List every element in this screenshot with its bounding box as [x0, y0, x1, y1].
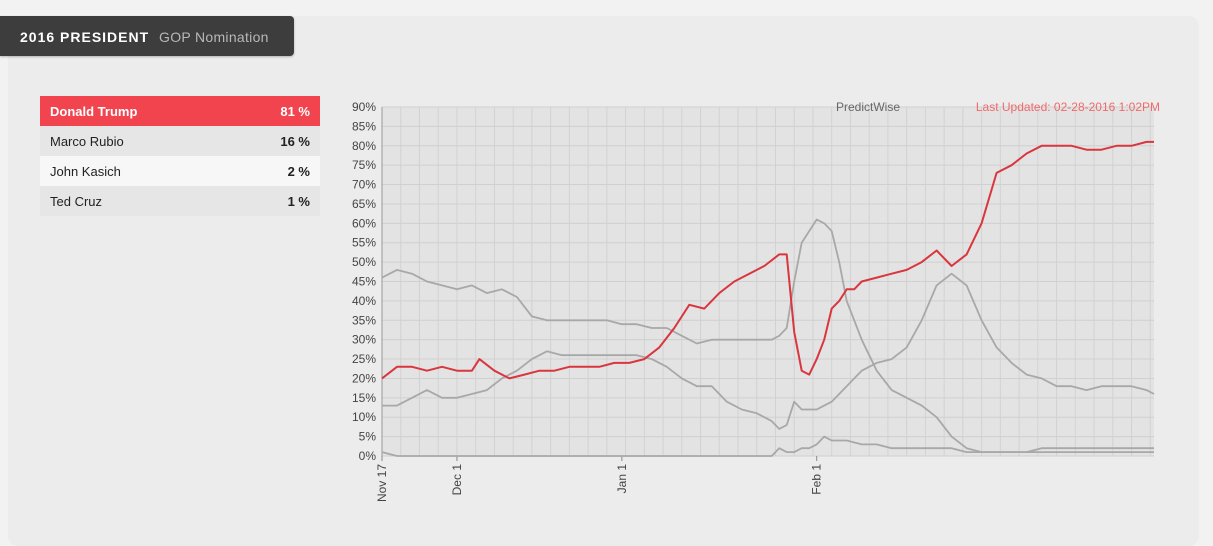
grid-lines: [381, 106, 1154, 457]
y-tick-label: 60%: [352, 216, 376, 230]
y-tick-label: 65%: [352, 197, 376, 211]
candidate-percent: 16 %: [280, 133, 310, 149]
series-line-john-kasich: [381, 435, 1154, 457]
y-tick-label: 15%: [352, 391, 376, 405]
candidate-name: John Kasich: [50, 163, 121, 179]
x-tick-label: Jan 1: [615, 464, 629, 494]
candidate-row-trump[interactable]: Donald Trump 81 %: [40, 96, 320, 126]
candidate-row-kasich[interactable]: John Kasich 2 %: [40, 156, 320, 186]
series-line-marco-rubio: [382, 272, 1155, 430]
y-tick-label: 90%: [352, 100, 376, 114]
x-tick-label: Dec 1: [450, 464, 464, 496]
x-axis: Nov 17 Dec 1 Jan 1 Feb 1: [375, 456, 824, 502]
candidate-row-cruz[interactable]: Ted Cruz 1 %: [40, 186, 320, 216]
y-tick-label: 5%: [359, 430, 377, 444]
y-tick-label: 30%: [352, 333, 376, 347]
last-updated: Last Updated: 02-28-2016 1:02PM: [976, 100, 1160, 114]
candidate-list: Donald Trump 81 % Marco Rubio 16 % John …: [40, 96, 320, 216]
race-header[interactable]: 2016 PRESIDENT GOP Nomination: [0, 16, 294, 56]
candidate-percent: 2 %: [287, 163, 310, 179]
series-line-donald-trump: [381, 140, 1154, 380]
y-axis: 0% 5% 10% 15% 20% 25% 30% 35% 40% 45% 50% 55% 60% 65%…: [352, 100, 383, 463]
y-tick-label: 70%: [352, 178, 376, 192]
y-tick-label: 35%: [352, 313, 376, 327]
y-tick-label: 40%: [352, 294, 376, 308]
y-tick-label: 25%: [352, 352, 376, 366]
candidate-percent: 1 %: [287, 193, 310, 209]
odds-line-chart: 0% 5% 10% 15% 20% 25% 30% 35% 40% 45% 50% 55% 60% 65%…: [352, 100, 1160, 502]
candidate-percent: 81 %: [280, 103, 310, 119]
y-tick-label: 75%: [352, 158, 376, 172]
y-tick-label: 80%: [352, 139, 376, 153]
chart-credit: PredictWise: [836, 100, 900, 114]
y-tick-label: 45%: [352, 275, 376, 289]
candidate-name: Ted Cruz: [50, 193, 103, 209]
series-lines: [381, 140, 1155, 457]
candidate-name: Donald Trump: [50, 103, 138, 119]
y-tick-label: 50%: [352, 255, 376, 269]
race-title: 2016 PRESIDENT: [20, 29, 150, 45]
y-tick-label: 0%: [359, 449, 377, 463]
x-tick-label: Feb 1: [810, 464, 824, 495]
y-tick-label: 85%: [352, 119, 376, 133]
candidate-name: Marco Rubio: [50, 133, 124, 149]
y-tick-label: 10%: [352, 410, 376, 424]
race-subtitle: GOP Nomination: [159, 29, 269, 45]
y-tick-label: 55%: [352, 236, 376, 250]
x-tick-label: Nov 17: [375, 464, 389, 502]
y-tick-label: 20%: [352, 371, 376, 385]
candidate-row-rubio[interactable]: Marco Rubio 16 %: [40, 126, 320, 156]
